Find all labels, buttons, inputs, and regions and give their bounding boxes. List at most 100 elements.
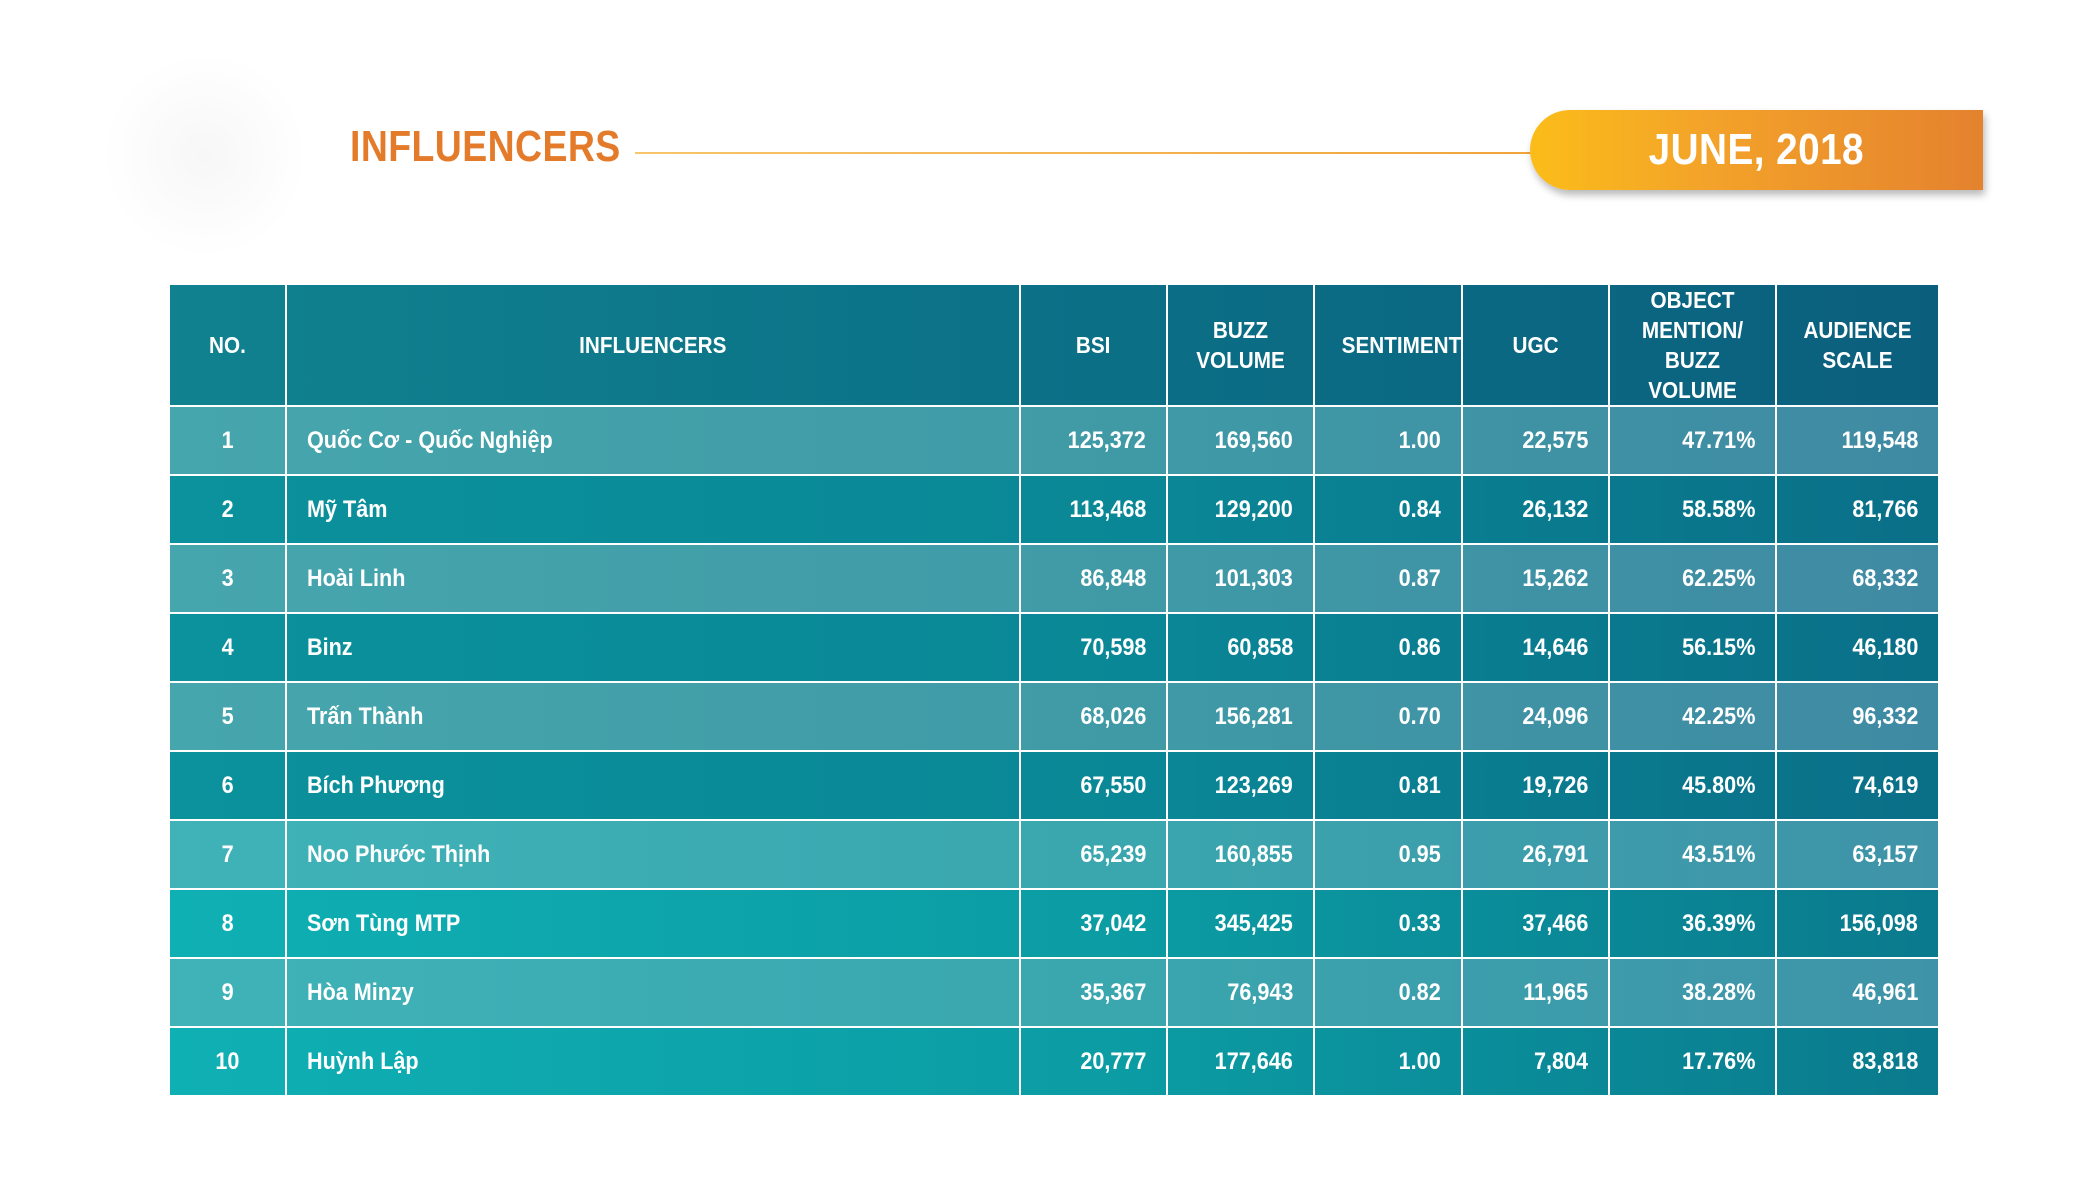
cell-object-mention-ratio: 45.80%: [1608, 750, 1777, 821]
table-row: 4 Binz 70,598 60,858 0.86 14,646 56.15% …: [168, 612, 1940, 683]
cell-sentiment: 0.87: [1313, 543, 1463, 614]
cell-audience-scale: 96,332: [1775, 681, 1940, 752]
cell-sentiment: 0.33: [1313, 888, 1463, 959]
cell-object-mention-ratio: 47.71%: [1608, 405, 1777, 476]
cell-bsi: 65,239: [1019, 819, 1168, 890]
table-row: 9 Hòa Minzy 35,367 76,943 0.82 11,965 38…: [168, 957, 1940, 1028]
column-header-no: NO.: [168, 283, 287, 407]
table-row: 6 Bích Phương 67,550 123,269 0.81 19,726…: [168, 750, 1940, 821]
cell-bsi: 70,598: [1019, 612, 1168, 683]
cell-influencer-name: Mỹ Tâm: [285, 474, 1021, 545]
cell-object-mention-ratio: 42.25%: [1608, 681, 1777, 752]
cell-ugc: 24,096: [1461, 681, 1610, 752]
cell-influencer-name: Trấn Thành: [285, 681, 1021, 752]
cell-bsi: 68,026: [1019, 681, 1168, 752]
cell-sentiment: 0.82: [1313, 957, 1463, 1028]
cell-ugc: 15,262: [1461, 543, 1610, 614]
cell-ugc: 7,804: [1461, 1026, 1610, 1097]
cell-no: 8: [168, 888, 287, 959]
cell-bsi: 67,550: [1019, 750, 1168, 821]
cell-audience-scale: 68,332: [1775, 543, 1940, 614]
cell-influencer-name: Huỳnh Lập: [285, 1026, 1021, 1097]
date-badge: JUNE, 2018: [1530, 110, 1983, 190]
cell-object-mention-ratio: 56.15%: [1608, 612, 1777, 683]
cell-buzz-volume: 76,943: [1166, 957, 1315, 1028]
cell-influencer-name: Hòa Minzy: [285, 957, 1021, 1028]
title-divider-line: [635, 152, 1540, 154]
cell-influencer-name: Sơn Tùng MTP: [285, 888, 1021, 959]
table-row: 1 Quốc Cơ - Quốc Nghiệp 125,372 169,560 …: [168, 405, 1940, 476]
cell-no: 7: [168, 819, 287, 890]
column-header-ugc: UGC: [1461, 283, 1610, 407]
date-label: JUNE, 2018: [1648, 125, 1865, 174]
table-row: 2 Mỹ Tâm 113,468 129,200 0.84 26,132 58.…: [168, 474, 1940, 545]
cell-ugc: 11,965: [1461, 957, 1610, 1028]
cell-sentiment: 1.00: [1313, 405, 1463, 476]
cell-audience-scale: 156,098: [1775, 888, 1940, 959]
cell-no: 4: [168, 612, 287, 683]
cell-ugc: 22,575: [1461, 405, 1610, 476]
cell-buzz-volume: 123,269: [1166, 750, 1315, 821]
cell-ugc: 19,726: [1461, 750, 1610, 821]
influencers-table: NO. INFLUENCERS BSI BUZZ VOLUME SENTIMEN…: [168, 283, 1940, 1097]
cell-buzz-volume: 169,560: [1166, 405, 1315, 476]
cell-ugc: 14,646: [1461, 612, 1610, 683]
cell-bsi: 20,777: [1019, 1026, 1168, 1097]
cell-bsi: 35,367: [1019, 957, 1168, 1028]
cell-bsi: 86,848: [1019, 543, 1168, 614]
cell-audience-scale: 83,818: [1775, 1026, 1940, 1097]
cell-buzz-volume: 160,855: [1166, 819, 1315, 890]
table-header-row: NO. INFLUENCERS BSI BUZZ VOLUME SENTIMEN…: [168, 283, 1940, 407]
table-row: 5 Trấn Thành 68,026 156,281 0.70 24,096 …: [168, 681, 1940, 752]
column-header-audience-scale: AUDIENCE SCALE: [1775, 283, 1940, 407]
cell-object-mention-ratio: 36.39%: [1608, 888, 1777, 959]
cell-bsi: 125,372: [1019, 405, 1168, 476]
table-row: 10 Huỳnh Lập 20,777 177,646 1.00 7,804 1…: [168, 1026, 1940, 1097]
cell-no: 6: [168, 750, 287, 821]
cell-audience-scale: 81,766: [1775, 474, 1940, 545]
cell-buzz-volume: 129,200: [1166, 474, 1315, 545]
cell-audience-scale: 46,961: [1775, 957, 1940, 1028]
cell-ugc: 26,132: [1461, 474, 1610, 545]
watermark-logo: [100, 55, 310, 255]
cell-object-mention-ratio: 17.76%: [1608, 1026, 1777, 1097]
cell-buzz-volume: 101,303: [1166, 543, 1315, 614]
cell-influencer-name: Noo Phước Thịnh: [285, 819, 1021, 890]
cell-bsi: 37,042: [1019, 888, 1168, 959]
cell-no: 3: [168, 543, 287, 614]
cell-audience-scale: 63,157: [1775, 819, 1940, 890]
column-header-object-mention-ratio: OBJECT MENTION/ BUZZ VOLUME: [1608, 283, 1777, 407]
page-title: INFLUENCERS: [350, 122, 621, 171]
cell-bsi: 113,468: [1019, 474, 1168, 545]
cell-object-mention-ratio: 43.51%: [1608, 819, 1777, 890]
cell-sentiment: 0.86: [1313, 612, 1463, 683]
cell-sentiment: 0.81: [1313, 750, 1463, 821]
cell-influencer-name: Hoài Linh: [285, 543, 1021, 614]
column-header-bsi: BSI: [1019, 283, 1168, 407]
cell-ugc: 37,466: [1461, 888, 1610, 959]
cell-buzz-volume: 60,858: [1166, 612, 1315, 683]
cell-object-mention-ratio: 62.25%: [1608, 543, 1777, 614]
cell-object-mention-ratio: 58.58%: [1608, 474, 1777, 545]
cell-no: 10: [168, 1026, 287, 1097]
column-header-sentiment: SENTIMENT: [1313, 283, 1463, 407]
cell-buzz-volume: 177,646: [1166, 1026, 1315, 1097]
cell-influencer-name: Quốc Cơ - Quốc Nghiệp: [285, 405, 1021, 476]
table-row: 8 Sơn Tùng MTP 37,042 345,425 0.33 37,46…: [168, 888, 1940, 959]
cell-no: 1: [168, 405, 287, 476]
cell-buzz-volume: 345,425: [1166, 888, 1315, 959]
cell-audience-scale: 74,619: [1775, 750, 1940, 821]
cell-ugc: 26,791: [1461, 819, 1610, 890]
cell-object-mention-ratio: 38.28%: [1608, 957, 1777, 1028]
cell-sentiment: 0.70: [1313, 681, 1463, 752]
column-header-influencers: INFLUENCERS: [285, 283, 1021, 407]
cell-sentiment: 0.84: [1313, 474, 1463, 545]
cell-no: 2: [168, 474, 287, 545]
cell-sentiment: 0.95: [1313, 819, 1463, 890]
column-header-buzz-volume: BUZZ VOLUME: [1166, 283, 1315, 407]
cell-influencer-name: Bích Phương: [285, 750, 1021, 821]
table-row: 3 Hoài Linh 86,848 101,303 0.87 15,262 6…: [168, 543, 1940, 614]
cell-audience-scale: 119,548: [1775, 405, 1940, 476]
cell-audience-scale: 46,180: [1775, 612, 1940, 683]
table-row: 7 Noo Phước Thịnh 65,239 160,855 0.95 26…: [168, 819, 1940, 890]
